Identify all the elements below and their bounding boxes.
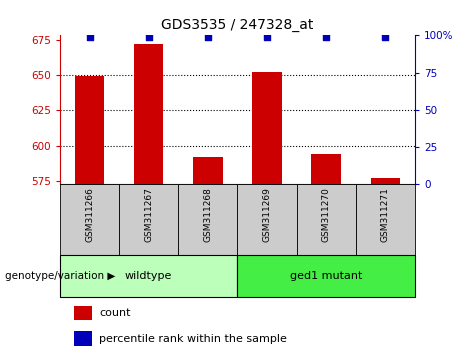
Point — [382, 34, 389, 40]
Bar — [371, 178, 400, 184]
Bar — [178, 184, 237, 255]
Bar — [75, 76, 104, 184]
Bar — [237, 184, 296, 255]
Point — [263, 34, 271, 40]
Bar — [356, 184, 415, 255]
Bar — [193, 157, 223, 184]
Point — [86, 34, 93, 40]
Title: GDS3535 / 247328_at: GDS3535 / 247328_at — [161, 18, 313, 32]
Bar — [74, 331, 92, 346]
Text: GSM311267: GSM311267 — [144, 187, 153, 242]
Point — [145, 34, 152, 40]
Bar — [237, 255, 415, 297]
Bar — [311, 154, 341, 184]
Text: GSM311271: GSM311271 — [381, 187, 390, 242]
Bar — [252, 72, 282, 184]
Bar — [60, 255, 237, 297]
Text: genotype/variation ▶: genotype/variation ▶ — [5, 271, 115, 281]
Text: GSM311268: GSM311268 — [203, 187, 213, 242]
Text: GSM311266: GSM311266 — [85, 187, 94, 242]
Bar — [134, 44, 164, 184]
Bar — [60, 184, 119, 255]
Point — [204, 34, 212, 40]
Text: ged1 mutant: ged1 mutant — [290, 271, 362, 281]
Bar — [119, 184, 178, 255]
Text: count: count — [99, 308, 130, 318]
Text: GSM311269: GSM311269 — [262, 187, 272, 242]
Text: wildtype: wildtype — [125, 271, 172, 281]
Text: GSM311270: GSM311270 — [322, 187, 331, 242]
Point — [322, 34, 330, 40]
Bar — [296, 184, 356, 255]
Bar — [74, 306, 92, 320]
Text: percentile rank within the sample: percentile rank within the sample — [99, 334, 287, 344]
